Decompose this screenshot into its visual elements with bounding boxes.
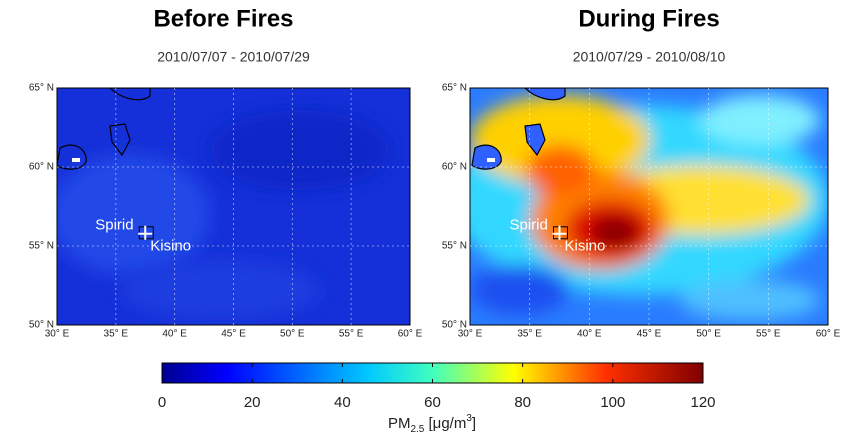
colorbar-tick-label: 80 xyxy=(514,394,531,411)
y-tick-label: 60° N xyxy=(29,162,54,173)
x-tick-label: 35° E xyxy=(104,329,129,340)
y-tick-label: 55° N xyxy=(442,241,467,252)
x-tick-label: 40° E xyxy=(577,329,602,340)
x-tick-label: 40° E xyxy=(162,329,187,340)
panel-subtitle: 2010/07/07 - 2010/07/29 xyxy=(157,49,310,65)
colorbar-tick-label: 40 xyxy=(334,394,351,411)
colorbar-tick-label: 120 xyxy=(690,394,715,411)
panel-title: Before Fires xyxy=(153,5,293,32)
y-tick-label: 50° N xyxy=(442,320,467,331)
x-tick-label: 45° E xyxy=(221,329,246,340)
y-tick-label: 50° N xyxy=(29,320,54,331)
x-tick-label: 50° E xyxy=(696,329,721,340)
colorbar-tick-label: 0 xyxy=(158,394,166,411)
x-tick-label: 60° E xyxy=(398,329,423,340)
panel-title: During Fires xyxy=(578,5,719,32)
place-label: Spirid xyxy=(510,217,548,234)
place-label: Kisino xyxy=(565,238,606,255)
panel-subtitle: 2010/07/29 - 2010/08/10 xyxy=(573,49,726,65)
x-tick-label: 55° E xyxy=(339,329,364,340)
colorbar-tick-label: 100 xyxy=(600,394,625,411)
y-tick-label: 65° N xyxy=(29,83,54,94)
place-label: Spirid xyxy=(95,217,133,234)
figure: PM2.5 [μg/m3] Before Fires 2010/07/07 - 2… xyxy=(0,0,848,433)
place-label: Kisino xyxy=(150,238,191,255)
colorbar-label: PM2.5 [μg/m3] xyxy=(388,413,476,433)
x-tick-label: 60° E xyxy=(816,329,841,340)
x-tick-label: 50° E xyxy=(280,329,305,340)
y-tick-label: 60° N xyxy=(442,162,467,173)
colorbar-tick-label: 60 xyxy=(424,394,441,411)
y-tick-label: 65° N xyxy=(442,83,467,94)
x-tick-label: 35° E xyxy=(517,329,542,340)
x-tick-label: 45° E xyxy=(637,329,662,340)
map-field xyxy=(50,88,410,325)
x-tick-label: 55° E xyxy=(756,329,781,340)
colorbar-tick-label: 20 xyxy=(244,394,261,411)
y-tick-label: 55° N xyxy=(29,241,54,252)
map-field xyxy=(450,88,830,325)
